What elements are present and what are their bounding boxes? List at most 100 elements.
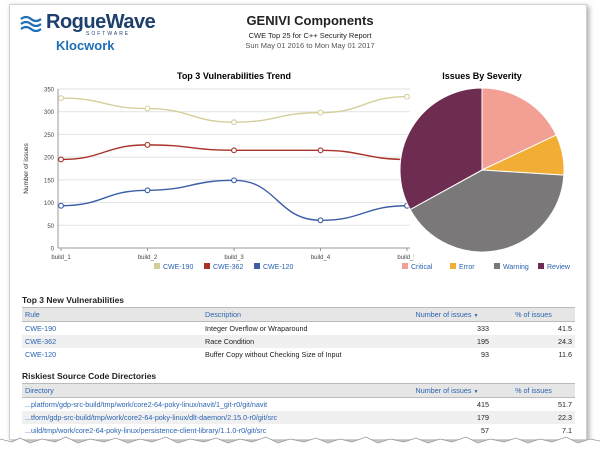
rule-link-cwe-190[interactable]: CWE-190 (25, 324, 57, 333)
x-tick-label: build_3 (224, 255, 244, 261)
data-point-cwe-190[interactable] (144, 105, 151, 112)
legend-item-review[interactable]: Review (547, 264, 571, 271)
vulnerabilities-section-title: Top 3 New Vulnerabilities (22, 295, 125, 305)
pie-slice-review[interactable] (399, 87, 483, 211)
column-percent-of-issues[interactable]: % of issues (492, 383, 575, 398)
legend-swatch-cwe-120 (254, 263, 260, 269)
directory-link[interactable]: ...platform/gdp-src-build/tmp/work/core2… (25, 400, 268, 409)
table-row: CWE-190 Integer Overflow or Wraparound 3… (22, 322, 575, 336)
x-tick-label: build_4 (311, 255, 331, 261)
y-tick-label: 50 (47, 224, 54, 230)
column-description[interactable]: Description (202, 307, 402, 322)
directories-table: Directory Number of issues ▼ % of issues … (22, 383, 575, 437)
directories-section-title: Riskiest Source Code Directories (22, 371, 157, 381)
data-point-cwe-190[interactable] (231, 119, 237, 126)
percent-cell: 24.3 (492, 335, 575, 348)
percent-cell: 51.7 (558, 400, 572, 409)
data-point-cwe-190[interactable] (58, 95, 64, 102)
directory-link[interactable]: ...uild/tmp/work/core2-64-poky-linux/per… (25, 426, 267, 435)
percent-cell: 11.6 (558, 350, 572, 359)
report-title: GENIVI Components (246, 13, 374, 28)
report-date-range: Sun May 01 2016 to Mon May 01 2017 (245, 41, 375, 50)
data-point-cwe-120[interactable] (58, 202, 64, 209)
column-number-of-issues[interactable]: Number of issues ▼ (402, 307, 492, 322)
directories-header-row: Directory Number of issues ▼ % of issues (22, 383, 575, 398)
report-subtitle: CWE Top 25 for C++ Security Report (248, 31, 372, 40)
pie-slice-critical[interactable] (481, 87, 557, 171)
legend-item-cwe-362[interactable]: CWE-362 (213, 264, 243, 271)
data-point-cwe-120[interactable] (231, 177, 237, 184)
vulnerability-trend-chart: Top 3 Vulnerabilities Trend 0 50 100 150 200 2… (23, 71, 414, 271)
y-tick-label: 200 (44, 156, 55, 162)
sort-descending-icon: ▼ (473, 313, 479, 319)
data-point-cwe-120[interactable] (144, 187, 151, 194)
issues-cell: 333 (477, 324, 489, 333)
column-directory[interactable]: Directory (22, 383, 402, 398)
y-tick-label: 300 (44, 110, 55, 116)
legend-swatch-warning (494, 263, 500, 269)
percent-cell: 7.1 (562, 426, 572, 435)
description-cell: Integer Overflow or Wraparound (205, 324, 308, 333)
x-tick-label: build_5 (397, 255, 414, 261)
legend-item-warning[interactable]: Warning (503, 264, 529, 271)
severity-pie-chart: Issues By Severity Critical Error Warning Re… (399, 71, 571, 271)
roguewave-logo: RogueWave SOFTWARE Klocwork (20, 11, 160, 53)
y-tick-label: 350 (44, 88, 55, 94)
percent-cell: 41.5 (558, 324, 572, 333)
sort-descending-icon: ▼ (473, 389, 479, 395)
vulnerabilities-table: Rule Description Number of issues ▼ % of … (22, 307, 575, 361)
table-row: ...tform/gdp-src-build/tmp/work/core2-64… (22, 411, 575, 424)
legend-swatch-cwe-362 (204, 263, 210, 269)
issues-cell: 57 (481, 426, 489, 435)
column-number-of-issues-label: Number of issues (415, 386, 472, 395)
x-tick-label: build_1 (51, 255, 71, 261)
y-tick-label: 150 (44, 178, 55, 184)
column-number-of-issues[interactable]: Number of issues ▼ (402, 383, 492, 398)
legend-swatch-critical (402, 263, 408, 269)
issues-cell: 179 (402, 411, 492, 424)
issues-cell: 93 (481, 350, 489, 359)
data-point-cwe-362[interactable] (231, 147, 237, 154)
data-point-cwe-120[interactable] (317, 217, 324, 224)
y-tick-label: 0 (51, 247, 55, 253)
x-tick-label: build_2 (138, 255, 158, 261)
legend-item-error[interactable]: Error (459, 264, 475, 271)
data-point-cwe-362[interactable] (58, 156, 64, 163)
pie-slice-warning[interactable] (409, 169, 565, 253)
data-point-cwe-362[interactable] (144, 141, 151, 148)
chart-title: Top 3 Vulnerabilities Trend (177, 71, 291, 81)
data-point-cwe-190[interactable] (317, 109, 324, 116)
brand-name: RogueWave (46, 11, 156, 33)
rule-link-cwe-120[interactable]: CWE-120 (25, 350, 57, 359)
roguewave-logo-icon (20, 15, 42, 32)
table-row: CWE-120 Buffer Copy without Checking Siz… (22, 348, 575, 361)
legend-swatch-error (450, 263, 456, 269)
legend-item-cwe-190[interactable]: CWE-190 (163, 264, 193, 271)
series-line-cwe-190 (60, 96, 408, 123)
rule-link-cwe-362[interactable]: CWE-362 (25, 337, 57, 346)
data-point-cwe-362[interactable] (317, 147, 324, 154)
legend-swatch-cwe-190 (154, 263, 160, 269)
directory-link[interactable]: ...tform/gdp-src-build/tmp/work/core2-64… (25, 413, 278, 422)
pie-chart-title: Issues By Severity (442, 71, 522, 81)
series-line-cwe-120 (60, 179, 408, 221)
torn-page-edge (0, 436, 600, 453)
data-point-cwe-190[interactable] (404, 93, 410, 100)
column-percent-of-issues[interactable]: % of issues (492, 307, 575, 322)
legend-swatch-review (538, 263, 544, 269)
vulnerabilities-header-row: Rule Description Number of issues ▼ % of … (22, 307, 575, 322)
description-cell: Buffer Copy without Checking Size of Inp… (205, 350, 342, 359)
table-row: CWE-362 Race Condition 195 24.3 (22, 335, 575, 348)
percent-cell: 22.3 (492, 411, 575, 424)
product-name: Klocwork (56, 38, 115, 53)
legend-item-cwe-120[interactable]: CWE-120 (263, 264, 293, 271)
y-axis-label: Number of issues (23, 142, 30, 193)
column-rule[interactable]: Rule (22, 307, 202, 322)
y-tick-label: 100 (44, 201, 55, 207)
report-page: RogueWave SOFTWARE Klocwork GENIVI Compo… (9, 4, 587, 440)
description-cell: Race Condition (202, 335, 402, 348)
table-row: ...uild/tmp/work/core2-64-poky-linux/per… (22, 424, 575, 437)
y-tick-label: 250 (44, 133, 55, 139)
issues-cell: 415 (477, 400, 489, 409)
legend-item-critical[interactable]: Critical (411, 264, 433, 271)
